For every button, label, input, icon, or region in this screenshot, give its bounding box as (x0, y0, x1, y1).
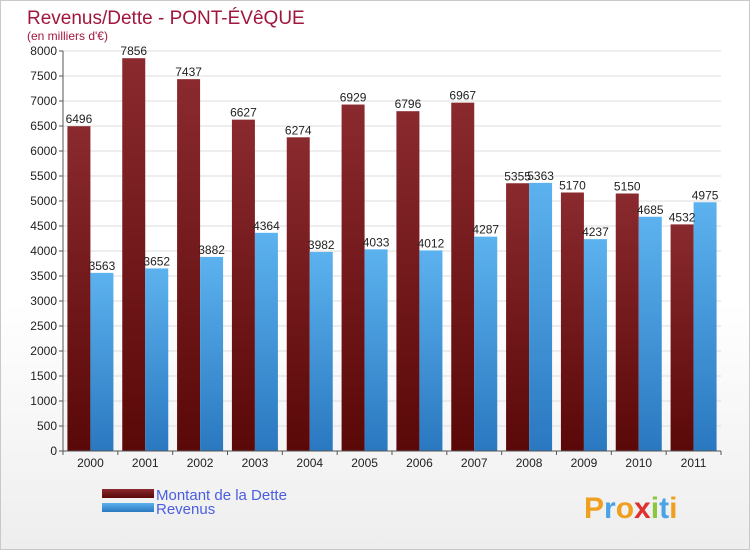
y-axis: 0 500 1000 1500 2000 2500 3000 3500 4000 4500 5000… (30, 44, 64, 458)
y-tick-label: 4000 (30, 244, 57, 258)
logo-letter: i (669, 492, 677, 525)
value-label: 4975 (692, 188, 719, 202)
x-tick-label: 2009 (571, 456, 598, 470)
bars-group (67, 58, 717, 452)
value-label: 4685 (637, 203, 664, 217)
bar-revenus (529, 182, 553, 451)
y-tick-label: 5000 (30, 194, 57, 208)
bar-revenus (254, 232, 278, 451)
value-label: 3652 (143, 254, 170, 268)
y-tick-label: 7000 (30, 94, 57, 108)
value-label: 4012 (418, 236, 445, 250)
x-tick-label: 2002 (187, 456, 214, 470)
value-label: 3563 (89, 259, 116, 273)
value-label: 6929 (340, 91, 367, 105)
logo-letter: o (616, 492, 634, 525)
bar-dette (506, 183, 530, 451)
legend-label-revenus: Revenus (156, 501, 215, 518)
bar-revenus (309, 251, 333, 451)
bar-dette (670, 224, 694, 451)
legend: Montant de la Dette Revenus (102, 487, 287, 518)
value-label: 6967 (449, 89, 476, 103)
bar-dette (231, 119, 255, 452)
y-tick-label: 2500 (30, 319, 57, 333)
y-tick-label: 7500 (30, 69, 57, 83)
proxiti-logo: Proxiti (584, 492, 677, 525)
logo-letter: P (584, 492, 604, 525)
legend-swatch-debt (102, 489, 154, 498)
value-label: 5170 (559, 179, 586, 193)
bar-revenus (364, 249, 388, 451)
bar-revenus (474, 236, 498, 451)
chart-subtitle: (en milliers d'€) (27, 29, 108, 43)
bar-dette (286, 137, 310, 452)
bar-dette (615, 193, 639, 451)
value-label: 3882 (198, 243, 225, 257)
bar-dette (177, 79, 201, 452)
value-label: 7437 (175, 65, 202, 79)
y-tick-label: 8000 (30, 44, 57, 58)
x-tick-label: 2011 (681, 456, 707, 470)
value-label: 5355 (504, 169, 531, 183)
x-tick-label: 2008 (516, 456, 543, 470)
value-label: 7856 (120, 44, 147, 58)
logo-letter: r (604, 492, 616, 525)
y-tick-label: 6500 (30, 119, 57, 133)
bar-dette (122, 58, 146, 451)
bar-dette (560, 192, 584, 451)
value-label: 4033 (363, 235, 390, 249)
y-tick-label: 2000 (30, 344, 57, 358)
y-tick-label: 1500 (30, 369, 57, 383)
value-labels: 6496 3563 7856 3652 7437 3882 6627 4364 6274 3982… (66, 44, 719, 273)
y-tick-label: 500 (37, 419, 57, 433)
logo-letter: x (634, 492, 651, 525)
logo-letter: t (659, 492, 669, 525)
x-tick-label: 2006 (406, 456, 433, 470)
y-tick-label: 1000 (30, 394, 57, 408)
bar-dette (396, 111, 420, 451)
value-label: 6496 (66, 112, 93, 126)
legend-label-debt: Montant de la Dette (156, 487, 287, 504)
bar-revenus (90, 272, 114, 451)
grid-lines (63, 50, 721, 452)
value-label: 4287 (472, 223, 499, 237)
y-tick-label: 6000 (30, 144, 57, 158)
value-label: 6796 (395, 97, 422, 111)
bar-revenus (419, 250, 443, 451)
bar-revenus (693, 202, 717, 451)
chart-title: Revenus/Dette - PONT-ÉVêQUE (27, 8, 305, 29)
x-tick-label: 2004 (296, 456, 323, 470)
bar-revenus (145, 268, 169, 451)
y-tick-label: 5500 (30, 169, 57, 183)
y-tick-label: 4500 (30, 219, 57, 233)
value-label: 5363 (527, 169, 554, 183)
x-tick-label: 2000 (77, 456, 104, 470)
x-tick-label: 2010 (625, 456, 652, 470)
bar-dette (67, 126, 91, 451)
logo-letter: i (651, 492, 659, 525)
x-tick-label: 2005 (351, 456, 378, 470)
bar-revenus (583, 239, 607, 451)
x-tick-label: 2001 (132, 456, 159, 470)
x-tick-label: 2003 (242, 456, 269, 470)
legend-swatch-revenus (102, 503, 154, 512)
bar-revenus (638, 216, 662, 451)
y-tick-label: 3500 (30, 269, 57, 283)
bar-dette (341, 104, 365, 452)
value-label: 4532 (669, 210, 696, 224)
value-label: 6274 (285, 123, 312, 137)
y-tick-label: 3000 (30, 294, 57, 308)
value-label: 4237 (582, 225, 609, 239)
bar-revenus (200, 256, 224, 451)
value-label: 3982 (308, 238, 335, 252)
value-label: 6627 (230, 106, 257, 120)
y-tick-label: 0 (50, 444, 57, 458)
x-tick-label: 2007 (461, 456, 488, 470)
x-axis: 2000 2001 2002 2003 2004 2005 2006 2007 2008 2009… (62, 450, 722, 470)
value-label: 4364 (253, 219, 280, 233)
bar-dette (451, 102, 475, 452)
value-label: 5150 (614, 180, 641, 194)
